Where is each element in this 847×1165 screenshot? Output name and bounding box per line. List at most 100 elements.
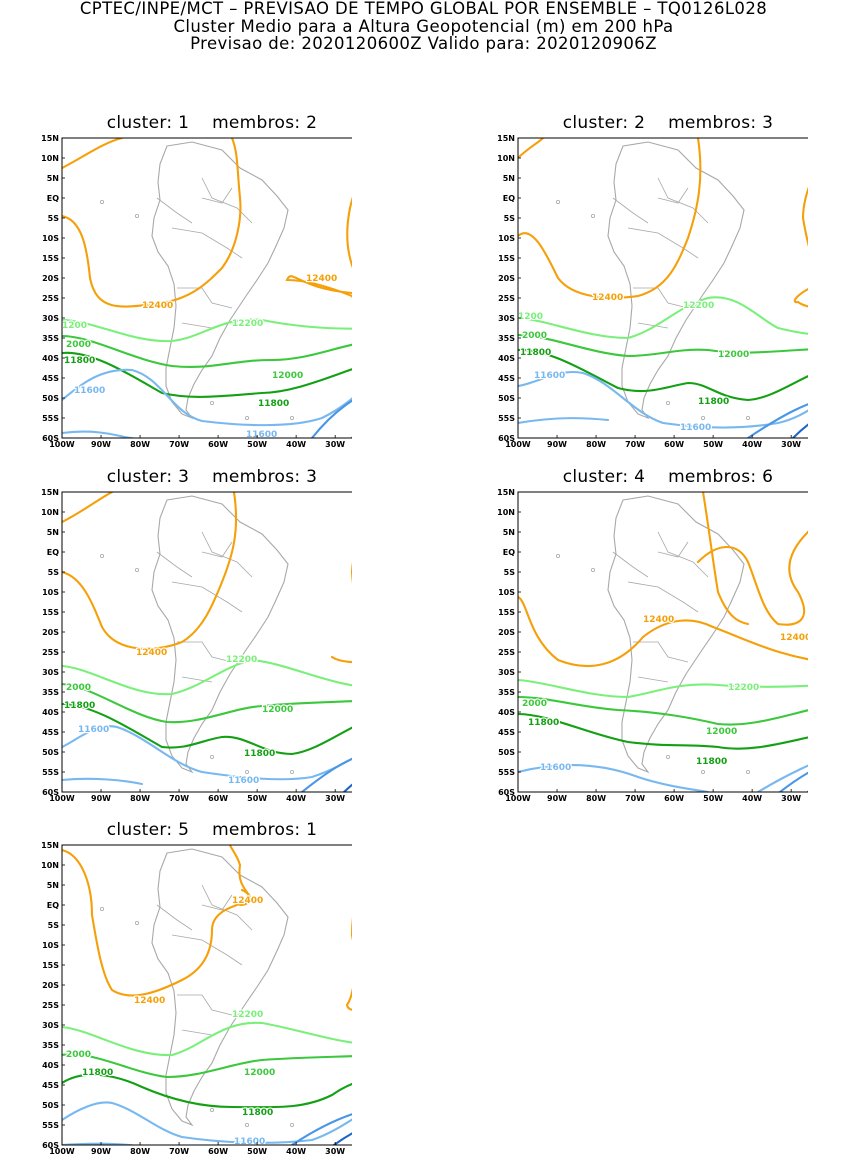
contour-label: 11600 — [234, 1137, 265, 1147]
latitude-label: EQ — [47, 548, 59, 557]
latitude-label: 5S — [48, 921, 60, 930]
longitude-label: 100W — [49, 440, 75, 449]
island-outline — [135, 214, 140, 219]
latitude-label: 60S — [42, 434, 59, 443]
latitude-label: 10N — [497, 154, 515, 163]
island-outline — [665, 400, 670, 405]
continent-outline — [151, 848, 289, 1127]
contour-label: 2000 — [66, 1050, 91, 1060]
contour-line — [285, 275, 352, 299]
island-outline — [556, 200, 561, 205]
latitude-label: 30S — [498, 314, 515, 323]
latitude-label: 30S — [42, 314, 59, 323]
contour-label: 12000 — [262, 705, 293, 715]
latitude-label: 20S — [498, 274, 515, 283]
longitude-label: 80W — [586, 794, 606, 803]
contour-label: 1200 — [62, 321, 87, 331]
latitude-label: 20S — [42, 274, 59, 283]
contour-map: 12400 1200 12200 2000 12000 11800 11800 11600 11… — [497, 134, 808, 449]
latitude-label: 25S — [498, 648, 515, 657]
cluster-panel-4: cluster: 4 membros: 6 12400 12400 12200 200… — [478, 467, 808, 812]
island-outline — [209, 400, 214, 405]
members-label: membros: — [668, 113, 757, 133]
longitude-label: 60W — [664, 794, 684, 803]
latitude-label: 60S — [498, 788, 515, 797]
contour-line — [518, 138, 545, 160]
contour-label: 11600 — [246, 430, 277, 440]
country-border — [657, 531, 709, 578]
contour-label: 11600 — [228, 776, 259, 786]
continent-outline — [151, 141, 289, 420]
contour-map: 1240012400122002000120001180011800116001… — [41, 841, 352, 1156]
latitude-label: 15N — [497, 134, 515, 143]
contour-line — [345, 918, 352, 1011]
island-outline — [209, 1107, 214, 1112]
latitude-label: EQ — [47, 901, 59, 910]
longitude-label: 30W — [325, 440, 345, 449]
contour-line — [518, 370, 808, 429]
island-outline — [700, 769, 705, 774]
contour-line — [300, 757, 352, 792]
latitude-label: 10S — [42, 941, 59, 950]
contour-line — [62, 1053, 352, 1079]
cluster-label: cluster: — [106, 467, 173, 487]
contour-label: 12200 — [232, 319, 263, 329]
contour-label: 11800 — [528, 718, 559, 728]
latitude-label: EQ — [503, 194, 515, 203]
longitude-label: 70W — [625, 440, 645, 449]
map-frame — [61, 137, 352, 439]
latitude-label: 35S — [42, 688, 59, 697]
longitude-label: 40W — [286, 440, 306, 449]
country-border — [181, 676, 213, 683]
longitude-label: 50W — [247, 1147, 267, 1156]
contour-line — [62, 777, 144, 786]
latitude-label: 35S — [42, 1041, 59, 1050]
contour-line — [62, 1101, 352, 1144]
contour-line — [330, 655, 352, 664]
latitude-label: 45S — [42, 728, 59, 737]
longitude-label: 30W — [781, 440, 801, 449]
contour-line — [518, 764, 710, 792]
contour-line — [746, 403, 808, 438]
contour-line — [62, 368, 352, 427]
longitude-label: 80W — [130, 440, 150, 449]
cluster-label: cluster: — [106, 820, 173, 840]
latitude-label: 45S — [42, 1081, 59, 1090]
country-border — [156, 551, 193, 578]
contour-label: 12200 — [232, 1010, 263, 1020]
latitude-label: 35S — [498, 334, 515, 343]
island-outline — [556, 554, 561, 559]
longitude-label: 100W — [49, 794, 75, 803]
contour-label: 12000 — [272, 371, 303, 381]
cluster-panel-3: cluster: 3 membros: 3 12400 12200 2000 1200… — [22, 467, 352, 812]
contour-label: 12000 — [718, 350, 749, 360]
contour-label: 12200 — [226, 655, 257, 665]
longitude-label: 70W — [169, 440, 189, 449]
island-outline — [591, 214, 596, 219]
latitude-label: 40S — [42, 708, 59, 717]
latitude-label: 15S — [42, 254, 59, 263]
island-outline — [665, 754, 670, 759]
latitude-label: 55S — [498, 414, 515, 423]
latitude-label: 5N — [503, 174, 515, 183]
latitude-label: 10N — [41, 861, 59, 870]
contour-label: 2000 — [522, 331, 547, 341]
contour-label: 11600 — [534, 371, 565, 381]
country-border — [171, 934, 243, 966]
contour-line — [62, 658, 352, 696]
latitude-label: 40S — [498, 708, 515, 717]
latitude-label: 5S — [48, 568, 60, 577]
contour-line — [62, 702, 352, 756]
latitude-label: 15N — [41, 134, 59, 143]
contour-label: 11800 — [698, 397, 729, 407]
contour-label: 12400 — [142, 301, 173, 311]
latitude-label: 55S — [42, 768, 59, 777]
contour-line — [791, 423, 808, 438]
contour-line — [342, 783, 352, 792]
latitude-label: 15N — [41, 488, 59, 497]
contour-line — [756, 764, 808, 792]
latitude-label: 50S — [42, 1101, 59, 1110]
map-plot-area: 12400 12400 1200 12200 2000 12000 11800 11800 11… — [62, 138, 352, 440]
latitude-label: 10S — [498, 234, 515, 243]
panel-title: cluster: 4 membros: 6 — [518, 467, 818, 487]
